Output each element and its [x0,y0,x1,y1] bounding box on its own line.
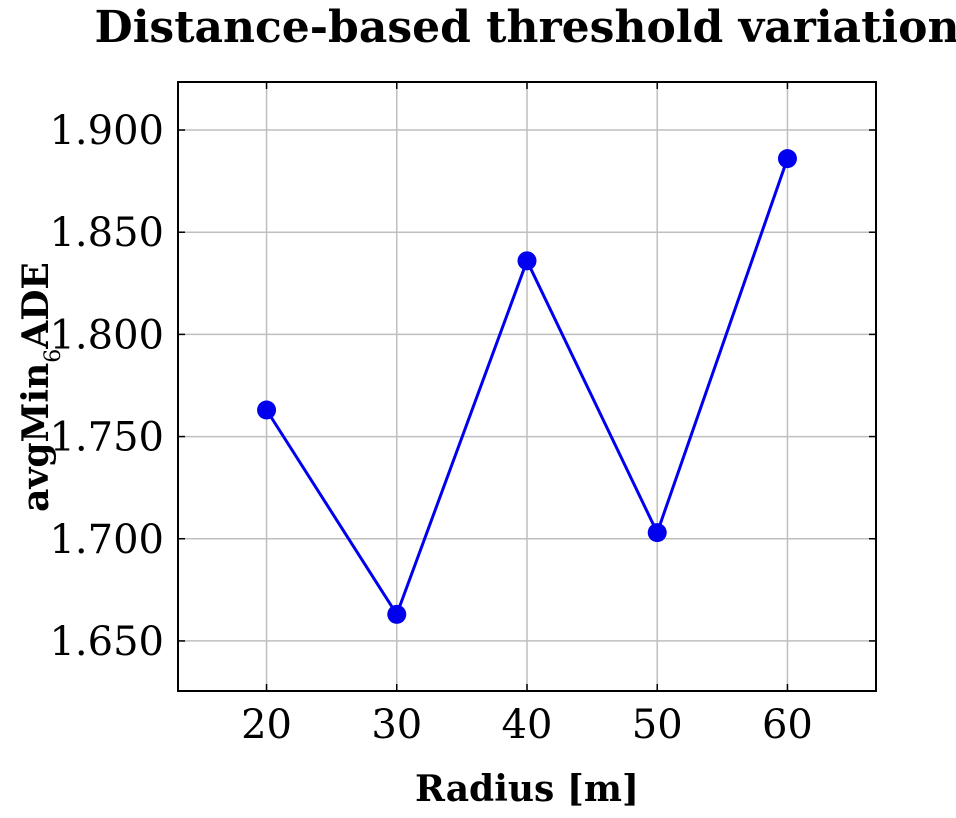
y-axis-label: avgMin6ADE [15,262,66,512]
x-axis-label: Radius [m] [415,768,639,810]
data-point [777,149,797,169]
y-tick-label: 1.650 [49,619,164,665]
grid [178,82,876,691]
x-tick-label: 40 [502,702,553,748]
x-tick-label: 60 [762,702,813,748]
y-tick-label: 1.900 [49,108,164,154]
y-tick-label: 1.850 [49,210,164,256]
axis-ticks: 20 30 40 50 60 1.650 1.700 1.750 1.800 1.850 1.900 [49,82,876,748]
data-point [387,604,407,624]
y-axis-label-subscript: 6 [41,349,66,363]
y-tick-label: 1.800 [49,312,164,358]
x-tick-label: 30 [371,702,422,748]
data-point [517,251,537,271]
data-point [647,523,667,543]
y-axis-label-main: avgMin [15,363,57,512]
chart-title: Distance-based threshold variation [95,2,956,53]
y-axis-label-tail: ADE [15,262,57,350]
y-tick-label: 1.700 [49,517,164,563]
x-tick-label: 50 [632,702,683,748]
y-tick-label: 1.750 [49,415,164,461]
data-series [257,149,797,624]
data-point [257,400,277,420]
x-tick-label: 20 [241,702,292,748]
